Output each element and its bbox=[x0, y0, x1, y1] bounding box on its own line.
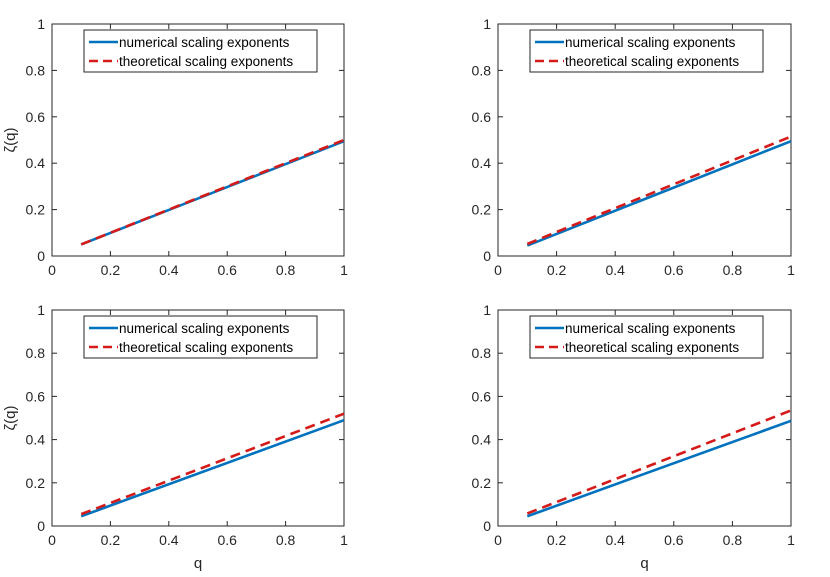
panel-top-left: 0 0.2 0.4 0.6 0.8 1 0 0.2 0.4 0.6 0.8 1 ζ(q) numerica… bbox=[2, 16, 348, 278]
y-tick-label: 0.6 bbox=[26, 109, 46, 125]
numerical-series-line bbox=[526, 419, 792, 518]
x-tick-label: 1 bbox=[787, 262, 795, 278]
x-tick-label: 0.4 bbox=[605, 262, 625, 278]
numerical-series-line bbox=[526, 139, 792, 247]
y-tick-label: 0.2 bbox=[26, 202, 46, 218]
y-tick-label: 0.8 bbox=[26, 345, 46, 361]
axes-box bbox=[497, 23, 792, 257]
y-tick-label: 0.6 bbox=[472, 109, 492, 125]
legend-label: numerical scaling exponents bbox=[119, 35, 290, 50]
y-tick-label: 0.2 bbox=[472, 475, 492, 491]
x-tick-label: 1 bbox=[340, 262, 348, 278]
y-tick-label: 0.6 bbox=[26, 388, 46, 404]
theoretical-series-line bbox=[526, 409, 792, 515]
legend-box bbox=[529, 315, 764, 359]
legend-label: theoretical scaling exponents bbox=[119, 54, 293, 69]
numerical-series-line bbox=[80, 418, 345, 518]
x-tick-label: 0.8 bbox=[276, 532, 296, 548]
x-tick-label: 0.8 bbox=[276, 262, 296, 278]
x-tick-label: 0.6 bbox=[664, 532, 684, 548]
y-tick-label: 0.4 bbox=[472, 155, 492, 171]
legend-box bbox=[83, 29, 318, 73]
y-tick-label: 1 bbox=[483, 302, 491, 318]
legend-box bbox=[529, 29, 764, 73]
x-tick-label: 0.4 bbox=[159, 532, 179, 548]
panel-bottom-left: 0 0.2 0.4 0.6 0.8 1 0 0.2 0.4 0.6 0.8 1 ζ(q) q numeric… bbox=[2, 302, 348, 572]
x-tick-label: 0.2 bbox=[547, 262, 567, 278]
y-tick-label: 1 bbox=[483, 16, 491, 32]
legend: numerical scaling exponents theoretical s… bbox=[83, 29, 318, 73]
y-tick-label: 1 bbox=[37, 302, 45, 318]
y-axis-label: ζ(q) bbox=[2, 406, 19, 431]
y-tick-label: 0.8 bbox=[26, 62, 46, 78]
legend: numerical scaling exponents theoretical s… bbox=[83, 315, 318, 359]
numerical-series-line bbox=[80, 139, 345, 246]
y-tick-label: 0 bbox=[483, 248, 491, 264]
x-tick-label: 1 bbox=[340, 532, 348, 548]
y-tick-label: 0.2 bbox=[26, 475, 46, 491]
x-tick-label: 0 bbox=[48, 262, 56, 278]
y-tick-label: 0.2 bbox=[472, 202, 492, 218]
x-tick-label: 0.2 bbox=[101, 262, 121, 278]
y-tick-label: 0 bbox=[37, 518, 45, 534]
x-tick-label: 0.4 bbox=[605, 532, 625, 548]
y-tick-label: 0.8 bbox=[472, 345, 492, 361]
x-tick-label: 0 bbox=[494, 532, 502, 548]
legend-box bbox=[83, 315, 318, 359]
y-tick-label: 0 bbox=[483, 518, 491, 534]
panel-top-right: 0 0.2 0.4 0.6 0.8 1 0 0.2 0.4 0.6 0.8 1 numerical sc… bbox=[472, 16, 796, 278]
x-tick-label: 0 bbox=[48, 532, 56, 548]
y-tick-label: 0.8 bbox=[472, 62, 492, 78]
legend-label: theoretical scaling exponents bbox=[119, 340, 293, 355]
x-tick-label: 0.4 bbox=[159, 262, 179, 278]
y-axis-label: ζ(q) bbox=[2, 128, 19, 153]
y-tick-label: 0.6 bbox=[472, 388, 492, 404]
x-axis-label: q bbox=[194, 555, 202, 572]
x-tick-label: 0.8 bbox=[723, 262, 743, 278]
x-tick-label: 0.2 bbox=[101, 532, 121, 548]
legend: numerical scaling exponents theoretical s… bbox=[529, 315, 764, 359]
x-tick-label: 1 bbox=[787, 532, 795, 548]
x-tick-label: 0.6 bbox=[217, 262, 237, 278]
y-tick-label: 0 bbox=[37, 248, 45, 264]
x-tick-label: 0 bbox=[494, 262, 502, 278]
axes-box bbox=[51, 309, 345, 527]
legend-label: numerical scaling exponents bbox=[119, 321, 290, 336]
legend-label: numerical scaling exponents bbox=[565, 35, 736, 50]
x-tick-label: 0.8 bbox=[723, 532, 743, 548]
axes-box bbox=[51, 23, 345, 257]
panel-bottom-right: 0 0.2 0.4 0.6 0.8 1 0 0.2 0.4 0.6 0.8 1 q numerical s… bbox=[472, 302, 796, 572]
legend-label: numerical scaling exponents bbox=[565, 321, 736, 336]
legend-label: theoretical scaling exponents bbox=[565, 340, 739, 355]
x-axis-label: q bbox=[640, 555, 648, 572]
y-tick-label: 0.4 bbox=[472, 432, 492, 448]
legend-label: theoretical scaling exponents bbox=[565, 54, 739, 69]
y-tick-label: 0.4 bbox=[26, 432, 46, 448]
x-tick-label: 0.2 bbox=[547, 532, 567, 548]
axes-box bbox=[497, 309, 792, 527]
theoretical-series-line bbox=[80, 412, 345, 516]
theoretical-series-line bbox=[526, 135, 792, 246]
x-tick-label: 0.6 bbox=[664, 262, 684, 278]
x-tick-label: 0.6 bbox=[217, 532, 237, 548]
y-tick-label: 0.4 bbox=[26, 155, 46, 171]
legend: numerical scaling exponents theoretical s… bbox=[529, 29, 764, 73]
y-tick-label: 1 bbox=[37, 16, 45, 32]
